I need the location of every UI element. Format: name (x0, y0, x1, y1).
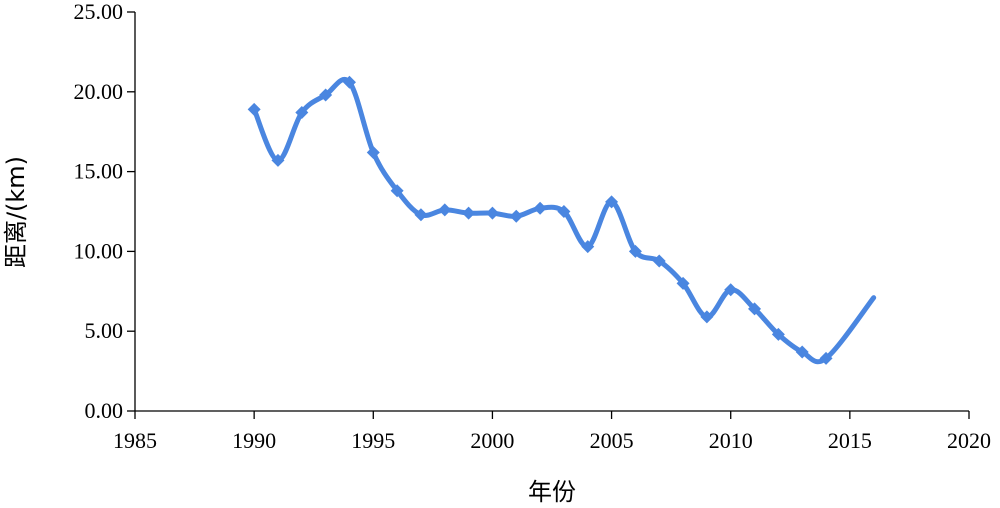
x-tick-label: 2010 (709, 428, 753, 453)
data-point-marker (652, 254, 666, 268)
x-tick-label: 2005 (590, 428, 634, 453)
data-point-marker (748, 302, 762, 316)
y-tick-label: 10.00 (74, 238, 124, 263)
data-point-marker (485, 206, 499, 220)
data-point-marker (771, 327, 785, 341)
data-point-marker (581, 240, 595, 254)
x-tick-label: 2020 (947, 428, 991, 453)
data-point-marker (438, 203, 452, 217)
data-point-marker (509, 209, 523, 223)
y-axis-ticks: 0.00 5.00 10.00 15.00 20.00 25.00 (74, 0, 135, 423)
data-point-marker (605, 195, 619, 209)
x-tick-label: 1990 (232, 428, 276, 453)
x-axis-ticks: 1985 1990 1995 2000 2005 2010 2015 2020 (113, 411, 991, 453)
data-point-marker (628, 244, 642, 258)
x-tick-label: 2015 (828, 428, 872, 453)
x-tick-label: 1995 (351, 428, 395, 453)
data-point-marker (533, 201, 547, 215)
series-line (251, 76, 877, 365)
data-point-marker (700, 310, 714, 324)
data-point-marker (319, 88, 333, 102)
data-point-marker (724, 283, 738, 297)
y-tick-label: 0.00 (85, 398, 124, 423)
y-tick-label: 20.00 (74, 79, 124, 104)
axes (134, 12, 969, 412)
y-tick-label: 25.00 (74, 0, 124, 24)
data-point-marker (295, 106, 309, 120)
data-point-marker (247, 102, 261, 116)
data-point-marker (795, 345, 809, 359)
data-point-marker (819, 351, 833, 365)
x-tick-label: 1985 (113, 428, 157, 453)
y-tick-label: 5.00 (85, 318, 124, 343)
data-point-marker (271, 153, 285, 167)
x-tick-label: 2000 (470, 428, 514, 453)
data-point-marker (366, 145, 380, 159)
data-point-marker (390, 184, 404, 198)
data-point-marker (676, 276, 690, 290)
series-markers (247, 75, 833, 365)
data-point-marker (414, 208, 428, 222)
data-point-marker (342, 75, 356, 89)
data-point-marker (557, 205, 571, 218)
y-tick-label: 15.00 (74, 159, 124, 184)
y-axis-title: 距离/(km) (2, 156, 30, 268)
x-axis-title: 年份 (528, 478, 576, 506)
data-point-marker (462, 206, 476, 220)
